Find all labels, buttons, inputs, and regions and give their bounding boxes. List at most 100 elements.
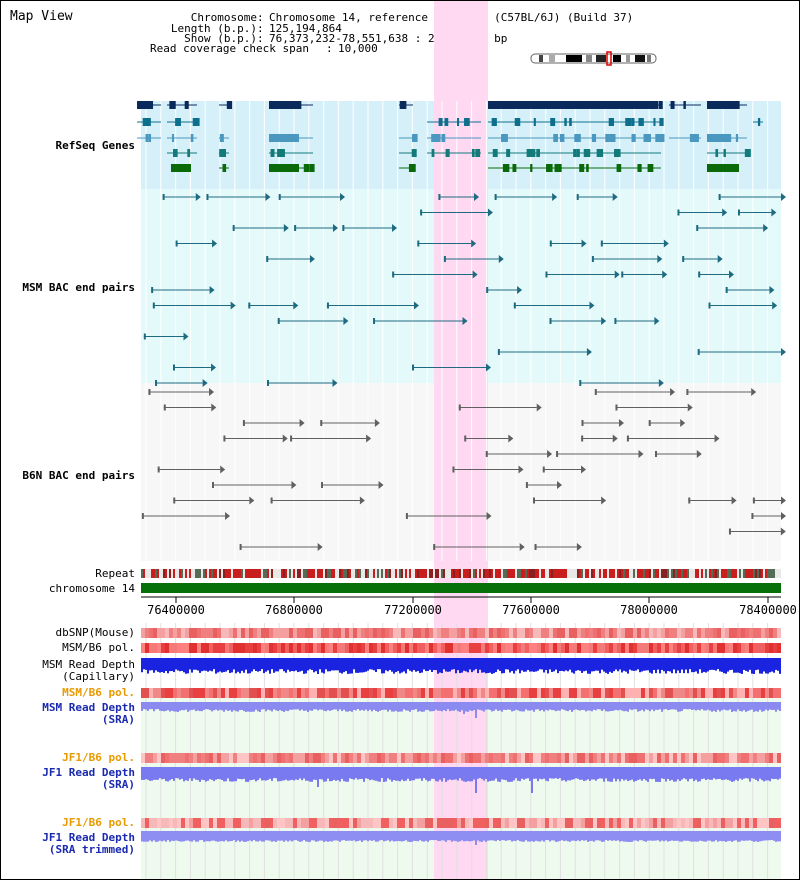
msm-bac-pair-end	[202, 379, 208, 387]
b6n-bac-pair-end	[433, 544, 436, 550]
jf1-pol1-cell	[361, 753, 365, 763]
msm-depth-sra-bar	[319, 702, 321, 710]
jf1-pol1-cell	[625, 753, 629, 763]
repeat-segment	[559, 569, 561, 578]
msm-pol-cell	[457, 643, 461, 653]
jf1-depth-trim-bar	[757, 831, 759, 842]
jf1-depth-sra-bar	[327, 767, 329, 779]
jf1-depth-sra-bar	[345, 767, 347, 782]
jf1-depth-sra-bar	[179, 767, 181, 780]
repeat-segment	[231, 569, 233, 578]
gene-exon	[554, 164, 557, 172]
jf1-depth-sra-bar	[259, 767, 261, 779]
repeat-segment	[487, 569, 489, 578]
msm-depth-cap-bar	[229, 658, 231, 674]
jf1-pol1-cell	[497, 753, 501, 763]
msm-depth-sra-bar	[665, 702, 667, 710]
dbsnp-cell	[389, 628, 393, 638]
jf1-pol1-cell	[737, 753, 741, 763]
jf1-depth-sra-bar	[699, 767, 701, 782]
dbsnp-cell	[413, 628, 417, 638]
jf1-pol2-cell	[345, 818, 349, 828]
gene-exon	[431, 134, 434, 142]
msm-depth-sra-bar	[195, 702, 197, 712]
jf1-depth-trim-bar	[331, 831, 333, 842]
jf1-depth-sra-bar	[355, 767, 357, 779]
jf1-pol1-cell	[641, 753, 645, 763]
msm-depth-sra-bar	[309, 702, 311, 711]
dbsnp-cell	[449, 628, 453, 638]
dbsnp-cell	[249, 628, 253, 638]
jf1-depth-sra-bar	[539, 767, 541, 779]
msm-depth-cap-bar	[147, 658, 149, 674]
msm-pol2-cell	[437, 688, 441, 698]
dbsnp-cell	[385, 628, 389, 638]
jf1-depth-trim-bar	[517, 831, 519, 841]
jf1-depth-sra-bar	[575, 767, 577, 779]
jf1-pol1-cell	[337, 753, 341, 763]
repeat-segment	[615, 569, 617, 578]
msm-depth-sra-bar	[355, 702, 357, 711]
jf1-depth-sra-bar	[711, 767, 713, 780]
msm-pol2-cell	[453, 688, 457, 698]
jf1-depth-sra-bar	[365, 767, 367, 779]
repeat-segment	[265, 569, 267, 578]
dbsnp-cell	[537, 628, 541, 638]
msm-bac-pair-end	[737, 209, 740, 216]
dbsnp-cell	[217, 628, 221, 638]
msm-pol-cell	[749, 643, 753, 653]
repeat-segment	[385, 569, 387, 578]
msm-pol-cell	[377, 643, 381, 653]
repeat-segment	[627, 569, 629, 578]
repeat-segment	[683, 569, 685, 578]
jf1-depth-sra-bar	[323, 767, 325, 782]
axis-tick-label: 76400000	[147, 603, 205, 617]
msm-depth-sra-bar	[535, 702, 537, 710]
jf1-depth-sra-bar	[705, 767, 707, 781]
jf1-depth-sra-bar	[733, 767, 735, 782]
track-label-b6n-bac[interactable]: B6N BAC end pairs	[22, 469, 135, 482]
msm-depth-sra-bar	[331, 702, 333, 711]
jf1-depth-sra-bar	[703, 767, 705, 779]
msm-depth-sra-bar	[269, 702, 271, 711]
b6n-bac-pair-end	[458, 404, 461, 411]
msm-pol-cell	[337, 643, 341, 653]
msm-depth-cap-bar	[155, 658, 157, 671]
gene-exon	[658, 101, 663, 109]
jf1-pol2-cell	[565, 818, 569, 828]
jf1-depth-trim-bar	[625, 831, 627, 842]
track-label-refseq[interactable]: RefSeq Genes	[55, 139, 135, 152]
dbsnp-cell	[629, 628, 633, 638]
dbsnp-cell	[165, 628, 169, 638]
repeat-segment	[709, 569, 711, 578]
repeat-segment	[281, 569, 283, 578]
jf1-pol1-cell	[325, 753, 329, 763]
repeat-segment	[283, 569, 285, 578]
msm-depth-cap-bar	[629, 658, 631, 670]
jf1-pol2-cell	[157, 818, 161, 828]
jf1-depth-sra-bar	[395, 767, 397, 781]
jf1-depth-sra-bar	[377, 767, 379, 782]
jf1-pol1-cell	[305, 753, 309, 763]
repeat-segment	[727, 569, 729, 578]
jf1-depth-sra-bar	[541, 767, 543, 780]
msm-depth-sra-bar	[755, 702, 757, 712]
jf1-pol1-cell	[709, 753, 713, 763]
msm-depth-cap-bar	[359, 658, 361, 673]
jf1-pol1-cell	[673, 753, 677, 763]
track-label-msm-bac[interactable]: MSM BAC end pairs	[22, 281, 135, 294]
repeat-segment	[497, 569, 499, 578]
msm-pol-cell	[437, 643, 441, 653]
msm-depth-sra-bar	[753, 702, 755, 712]
repeat-segment	[157, 569, 159, 578]
jf1-depth-sra-bar	[679, 767, 681, 782]
jf1-depth-trim-bar	[381, 831, 383, 841]
repeat-segment	[285, 569, 287, 578]
jf1-pol2-cell	[341, 818, 345, 828]
jf1-depth-sra-bar	[239, 767, 241, 780]
gene-exon	[614, 149, 621, 157]
jf1-pol2-cell	[697, 818, 701, 828]
msm-pol-cell	[433, 643, 437, 653]
jf1-depth-sra-bar	[359, 767, 361, 780]
